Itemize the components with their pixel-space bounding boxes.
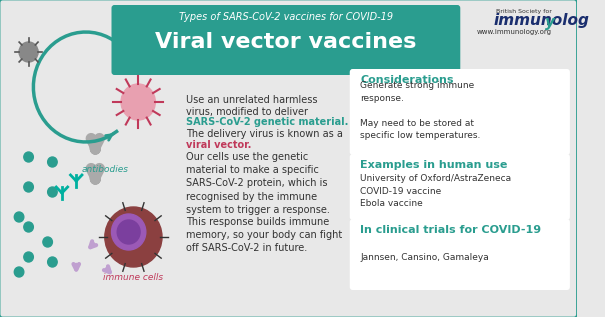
Text: University of Oxford/AstraZeneca
COVID-19 vaccine
Ebola vaccine: University of Oxford/AstraZeneca COVID-1… (360, 174, 511, 208)
FancyBboxPatch shape (350, 219, 570, 290)
Text: www.immunology.org: www.immunology.org (477, 29, 552, 35)
FancyBboxPatch shape (350, 69, 570, 155)
Text: British Society for: British Society for (495, 10, 551, 15)
Circle shape (48, 257, 57, 267)
Text: Viral vector vaccines: Viral vector vaccines (155, 32, 417, 52)
Text: This response builds immune
memory, so your body can fight
off SARS-CoV-2 in fut: This response builds immune memory, so y… (186, 217, 342, 253)
Circle shape (15, 212, 24, 222)
FancyBboxPatch shape (350, 154, 570, 220)
Text: immune cells: immune cells (103, 273, 163, 281)
FancyBboxPatch shape (111, 5, 460, 75)
Circle shape (15, 267, 24, 277)
Text: immunolog: immunolog (494, 14, 589, 29)
Circle shape (48, 187, 57, 197)
Circle shape (24, 222, 33, 232)
Text: The delivery virus is known as a: The delivery virus is known as a (186, 129, 342, 139)
Text: viral vector.: viral vector. (186, 140, 251, 150)
Text: Use an unrelated harmless
virus, modified to deliver: Use an unrelated harmless virus, modifie… (186, 95, 318, 128)
Text: Our cells use the genetic
material to make a specific
SARS-CoV-2 protein, which : Our cells use the genetic material to ma… (186, 152, 330, 215)
Circle shape (117, 220, 140, 244)
Circle shape (19, 42, 38, 62)
Circle shape (111, 214, 146, 250)
Text: antibodies: antibodies (81, 165, 128, 173)
Text: Types of SARS-CoV-2 vaccines for COVID-19: Types of SARS-CoV-2 vaccines for COVID-1… (179, 12, 393, 22)
Circle shape (24, 152, 33, 162)
Text: Examples in human use: Examples in human use (360, 160, 508, 170)
Circle shape (43, 237, 53, 247)
Circle shape (105, 207, 162, 267)
Circle shape (24, 182, 33, 192)
Circle shape (48, 157, 57, 167)
Circle shape (24, 252, 33, 262)
Text: Jannsen, Cansino, Gamaleya: Jannsen, Cansino, Gamaleya (360, 253, 489, 262)
FancyBboxPatch shape (0, 0, 578, 317)
Text: y: y (545, 16, 555, 30)
Text: SARS-CoV-2 genetic material.: SARS-CoV-2 genetic material. (186, 117, 348, 127)
Circle shape (121, 84, 155, 120)
Text: In clinical trials for COVID-19: In clinical trials for COVID-19 (360, 225, 541, 235)
Text: Considerations: Considerations (360, 75, 454, 85)
Text: Generate strong immune
response.

May need to be stored at
specific low temperat: Generate strong immune response. May nee… (360, 81, 480, 140)
